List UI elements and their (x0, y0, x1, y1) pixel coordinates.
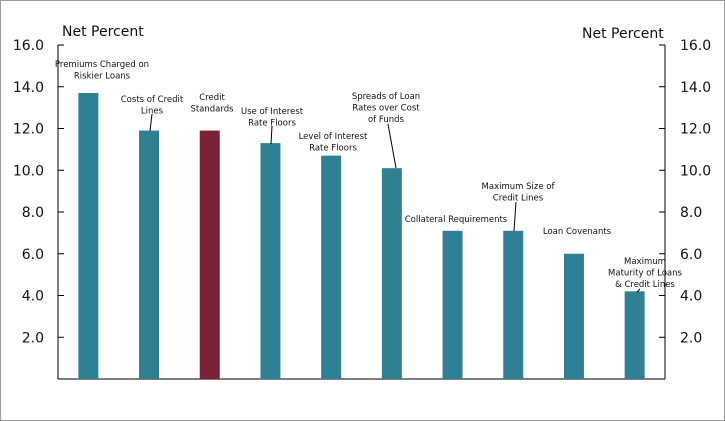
bar (442, 230, 463, 379)
y2-tick-label: 14.0 (680, 80, 711, 96)
bar-annotation: Maximum Size of Credit Lines (482, 182, 556, 204)
annotation-line: Rate Floors (248, 119, 296, 129)
y2-tick-label: 6.0 (680, 247, 702, 263)
y2-tick-label: 10.0 (680, 163, 711, 179)
y2-axis-title: Net Percent (582, 26, 664, 42)
bar-annotation: Collateral Requirements (405, 215, 508, 225)
leader-line (387, 123, 397, 169)
bar (503, 230, 524, 379)
bar (381, 168, 402, 379)
y-tick-label: 6.0 (22, 247, 44, 263)
annotation-line: Credit Lines (493, 194, 544, 204)
y-tick-label: 14.0 (13, 80, 44, 96)
y-tick-label: 8.0 (22, 205, 44, 221)
annotation-line: Standards (190, 105, 234, 115)
bar (563, 253, 584, 379)
bar-annotation: Credit Standards (190, 93, 234, 115)
y-axis-title: Net Percent (62, 24, 144, 40)
bar-annotation: Level of Interest Rate Floors (299, 132, 368, 154)
bar (260, 143, 281, 379)
leader-line (513, 201, 517, 232)
y-tick-label: 12.0 (13, 122, 44, 138)
annotation-line: Maturity of Loans (608, 269, 682, 279)
bar-annotation: Loan Covenants (543, 227, 612, 237)
y2-tick-label: 8.0 (680, 205, 702, 221)
annotation-line: Rates over Cost (352, 104, 420, 114)
y2-tick-label: 2.0 (680, 330, 702, 346)
annotation-line: of Funds (368, 115, 404, 125)
y2-tick-label: 4.0 (680, 289, 702, 305)
y2-tick-label: 12.0 (680, 122, 711, 138)
bar (78, 93, 99, 379)
annotation-line: Rate Floors (309, 144, 357, 154)
bar-annotation: Spreads of Loan Rates over Cost of Funds (352, 92, 420, 125)
y-tick-label: 4.0 (22, 289, 44, 305)
annotation-line: Loan Covenants (543, 227, 612, 237)
annotation-line: Costs of Credit (121, 95, 184, 105)
bar-annotation: Use of Interest Rate Floors (241, 107, 304, 129)
annotation-line: Riskier Loans (74, 72, 131, 82)
bar-annotation: Maximum Maturity of Loans & Credit Lines (608, 257, 682, 290)
annotation-line: Premiums Charged on (55, 60, 149, 70)
y2-tick-label: 16.0 (680, 38, 711, 54)
annotation-line: Maximum Size of (482, 182, 556, 192)
bar-annotation: Costs of Credit Lines (121, 95, 184, 117)
annotation-line: Credit (199, 93, 225, 103)
leader-line (270, 125, 273, 145)
annotation-line: Level of Interest (299, 132, 368, 142)
annotation-line: Collateral Requirements (405, 215, 508, 225)
y-tick-label: 2.0 (22, 330, 44, 346)
bar (139, 130, 160, 379)
bar (321, 155, 342, 379)
y-tick-label: 10.0 (13, 163, 44, 179)
annotation-line: & Credit Lines (615, 280, 675, 290)
annotation-line: Maximum (624, 257, 666, 267)
leader-line (636, 288, 641, 293)
bar (624, 291, 645, 379)
annotation-line: Spreads of Loan (352, 92, 420, 102)
y-tick-label: 16.0 (13, 38, 44, 54)
annotation-line: Lines (141, 107, 164, 117)
bar (199, 130, 220, 379)
bar-annotation: Premiums Charged on Riskier Loans (55, 60, 149, 82)
leader-line (149, 113, 153, 132)
annotation-line: Use of Interest (241, 107, 304, 117)
